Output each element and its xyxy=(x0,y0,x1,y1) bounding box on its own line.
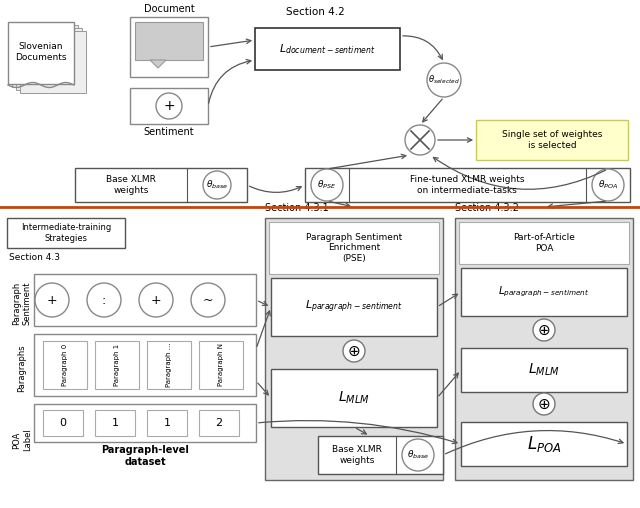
Circle shape xyxy=(533,319,555,341)
Text: :: : xyxy=(102,294,106,306)
Bar xyxy=(8,22,74,84)
Text: $\theta_{PSE}$: $\theta_{PSE}$ xyxy=(317,179,337,191)
Bar xyxy=(95,341,139,389)
Text: $\theta_{POA}$: $\theta_{POA}$ xyxy=(598,179,618,191)
Text: +: + xyxy=(47,294,58,306)
Text: $L_{paragraph-sentiment}$: $L_{paragraph-sentiment}$ xyxy=(305,299,403,315)
Circle shape xyxy=(191,283,225,317)
Circle shape xyxy=(592,169,624,201)
Bar xyxy=(269,222,439,274)
Bar xyxy=(34,404,256,442)
Text: Paragraph
Sentiment: Paragraph Sentiment xyxy=(12,281,32,325)
Text: Section 4.3: Section 4.3 xyxy=(9,253,60,263)
Text: ~: ~ xyxy=(203,294,213,306)
Circle shape xyxy=(35,283,69,317)
Text: POA
Label: POA Label xyxy=(12,429,32,452)
Bar xyxy=(95,410,135,436)
Text: $L_{document-sentiment}$: $L_{document-sentiment}$ xyxy=(278,42,375,56)
Circle shape xyxy=(311,169,343,201)
Bar xyxy=(43,341,87,389)
Bar xyxy=(34,334,256,396)
Bar xyxy=(75,168,247,202)
Bar xyxy=(135,22,203,60)
Text: Paragraph N: Paragraph N xyxy=(218,343,224,387)
Text: +: + xyxy=(150,294,161,306)
Circle shape xyxy=(533,393,555,415)
Text: Document: Document xyxy=(143,4,195,14)
Circle shape xyxy=(402,439,434,471)
Bar xyxy=(455,218,633,480)
Text: $\oplus$: $\oplus$ xyxy=(538,397,550,411)
Bar xyxy=(7,218,125,248)
Text: $\theta_{base}$: $\theta_{base}$ xyxy=(407,449,429,461)
Bar xyxy=(459,222,629,264)
Circle shape xyxy=(203,171,231,199)
Text: Section 4.3.2: Section 4.3.2 xyxy=(455,203,519,213)
Bar xyxy=(265,218,443,480)
Text: Base XLMR
weights: Base XLMR weights xyxy=(106,175,156,195)
Text: Slovenian
Documents: Slovenian Documents xyxy=(15,42,67,61)
Bar xyxy=(20,31,86,93)
Circle shape xyxy=(405,125,435,155)
Circle shape xyxy=(139,283,173,317)
Text: Fine-tuned XLMR weights
on intermediate-tasks: Fine-tuned XLMR weights on intermediate-… xyxy=(410,175,524,195)
Circle shape xyxy=(427,63,461,97)
Text: Paragraph Sentiment
Enrichment
(PSE): Paragraph Sentiment Enrichment (PSE) xyxy=(306,233,402,263)
Circle shape xyxy=(87,283,121,317)
Text: $L_{paragraph-sentiment}$: $L_{paragraph-sentiment}$ xyxy=(499,285,589,299)
Circle shape xyxy=(343,340,365,362)
Bar xyxy=(271,369,437,427)
Text: Section 4.3.1: Section 4.3.1 xyxy=(265,203,329,213)
Circle shape xyxy=(156,93,182,119)
Text: $\theta_{base}$: $\theta_{base}$ xyxy=(206,179,228,191)
Text: 2: 2 xyxy=(216,418,223,428)
Bar xyxy=(147,341,191,389)
Bar xyxy=(147,410,187,436)
Text: Paragraph 0: Paragraph 0 xyxy=(62,344,68,386)
Bar xyxy=(16,28,82,90)
Bar xyxy=(199,341,243,389)
Text: 0: 0 xyxy=(60,418,67,428)
Text: $L_{MLM}$: $L_{MLM}$ xyxy=(338,390,370,406)
Text: $\theta_{selected}$: $\theta_{selected}$ xyxy=(428,74,460,86)
Text: Paragraph-level
dataset: Paragraph-level dataset xyxy=(101,445,189,467)
Text: $L_{POA}$: $L_{POA}$ xyxy=(527,434,561,454)
Bar xyxy=(461,348,627,392)
Text: Single set of weightes
is selected: Single set of weightes is selected xyxy=(502,130,602,150)
Text: $L_{MLM}$: $L_{MLM}$ xyxy=(528,362,560,378)
Text: Paragraphs: Paragraphs xyxy=(17,344,26,392)
Text: Section 4.2: Section 4.2 xyxy=(285,7,344,17)
Bar xyxy=(199,410,239,436)
Bar xyxy=(12,25,78,87)
Bar xyxy=(43,410,83,436)
Text: Paragraph ...: Paragraph ... xyxy=(166,343,172,387)
Bar xyxy=(130,17,208,77)
Text: Part-of-Article
POA: Part-of-Article POA xyxy=(513,233,575,252)
Bar xyxy=(271,278,437,336)
Text: Intermediate-training
Strategies: Intermediate-training Strategies xyxy=(21,224,111,243)
Bar xyxy=(34,274,256,326)
Bar xyxy=(461,268,627,316)
Bar xyxy=(318,436,443,474)
Text: $\oplus$: $\oplus$ xyxy=(538,323,550,337)
Text: 1: 1 xyxy=(111,418,118,428)
Bar xyxy=(255,28,400,70)
Bar xyxy=(476,120,628,160)
Text: $\oplus$: $\oplus$ xyxy=(348,343,361,359)
Text: 1: 1 xyxy=(163,418,170,428)
Text: Paragraph 1: Paragraph 1 xyxy=(114,344,120,386)
Bar xyxy=(305,168,630,202)
Bar xyxy=(461,422,627,466)
Text: +: + xyxy=(163,99,175,113)
Bar xyxy=(130,88,208,124)
Text: Sentiment: Sentiment xyxy=(144,127,195,137)
Text: Base XLMR
weights: Base XLMR weights xyxy=(332,446,382,465)
Polygon shape xyxy=(150,60,166,68)
